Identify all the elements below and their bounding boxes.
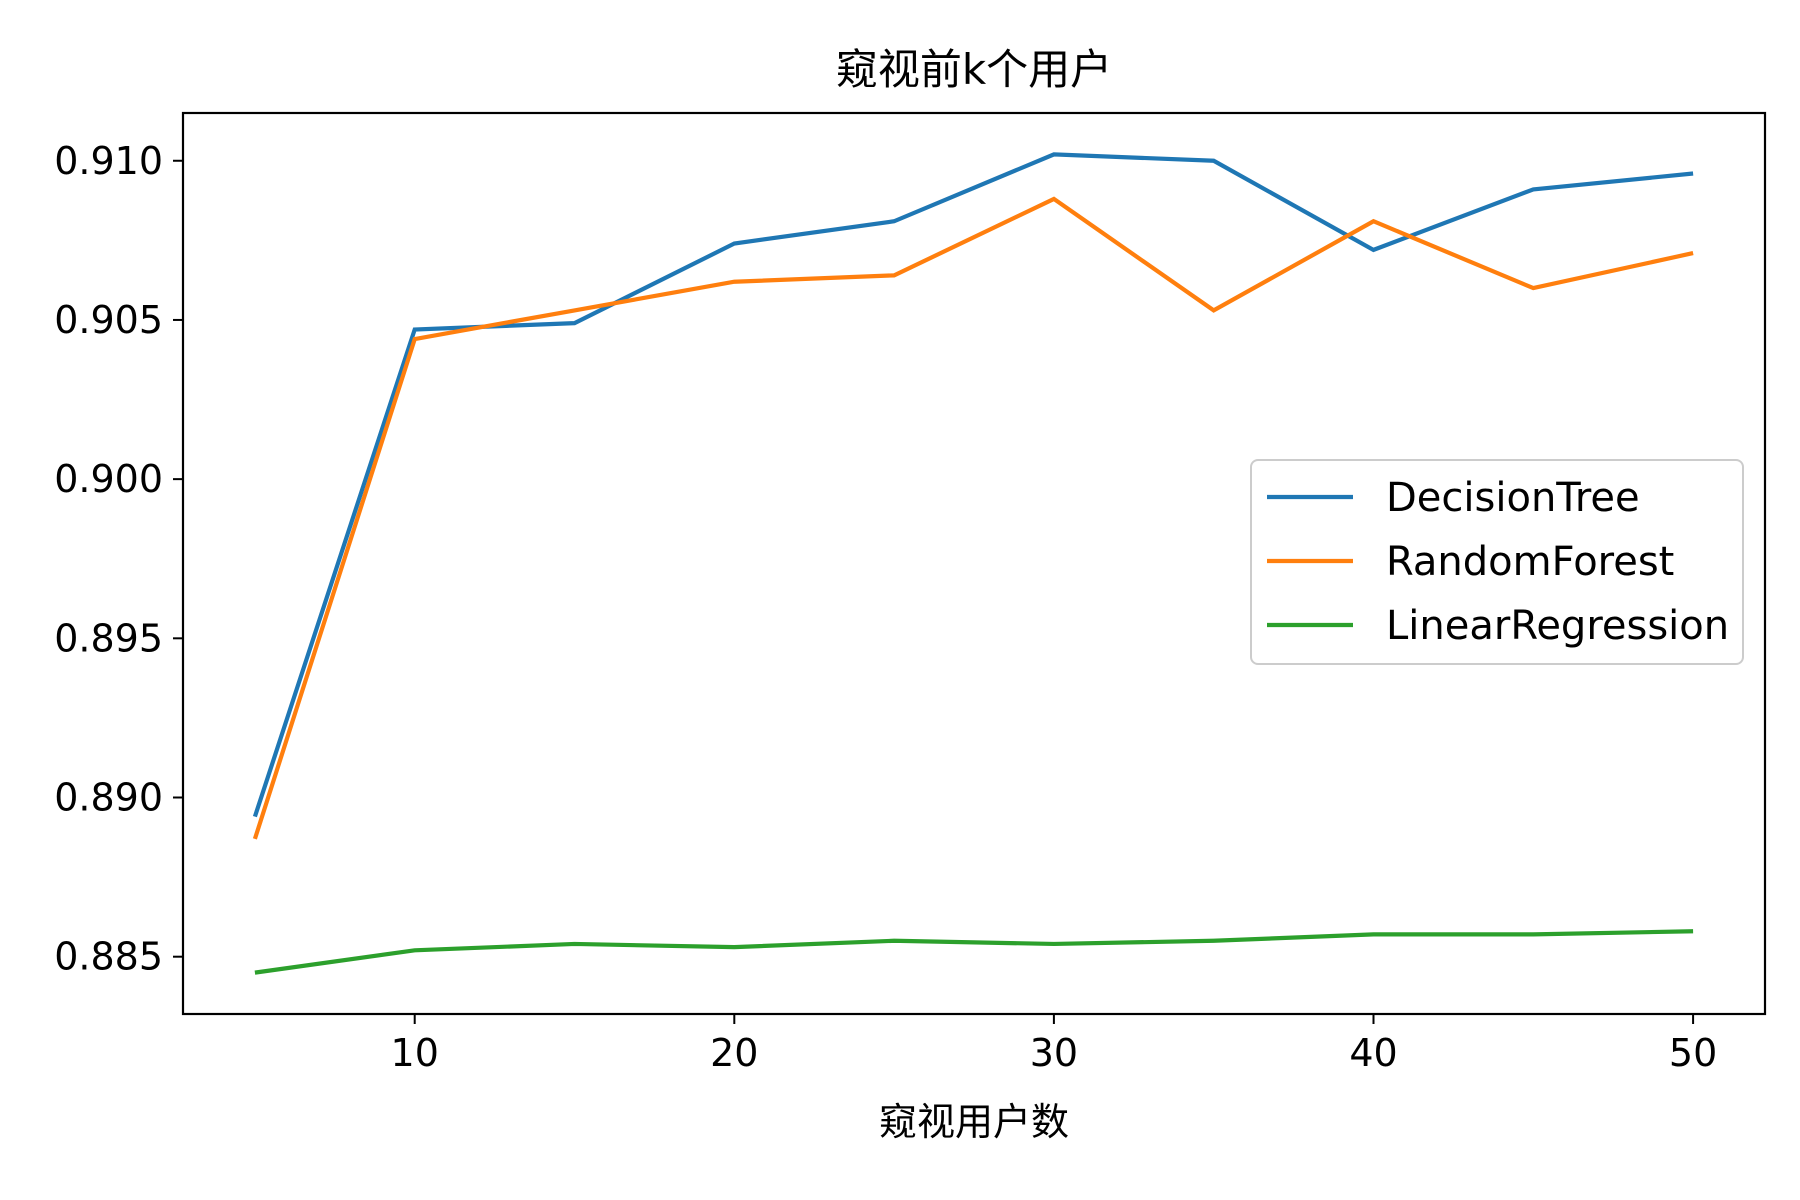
legend: DecisionTree RandomForest LinearRegression bbox=[1250, 459, 1744, 665]
series-line-linearregression bbox=[254, 929, 1694, 975]
plot-area bbox=[181, 111, 1767, 1016]
y-tick-label: 0.895 bbox=[54, 616, 163, 660]
x-tick-label: 50 bbox=[1669, 1031, 1717, 1075]
y-tick-label: 0.910 bbox=[54, 139, 163, 183]
y-axis: 0.885 0.890 0.895 0.900 0.905 0.910 bbox=[54, 139, 183, 979]
chart-title: 窥视前k个用户 bbox=[836, 45, 1112, 94]
x-tick-label: 20 bbox=[710, 1031, 758, 1075]
x-tick-label: 10 bbox=[391, 1031, 439, 1075]
legend-label-randomforest: RandomForest bbox=[1386, 539, 1674, 585]
series-line-randomforest bbox=[252, 196, 1694, 840]
y-tick-label: 0.905 bbox=[54, 298, 163, 342]
legend-label-linearregression: LinearRegression bbox=[1386, 603, 1729, 649]
x-tick-label: 40 bbox=[1349, 1031, 1397, 1075]
y-tick-label: 0.900 bbox=[54, 457, 163, 501]
x-axis: 10 20 30 40 50 bbox=[391, 1014, 1717, 1075]
x-tick-label: 30 bbox=[1030, 1031, 1078, 1075]
legend-box bbox=[1250, 459, 1744, 665]
legend-label-decisiontree: DecisionTree bbox=[1386, 475, 1640, 521]
y-tick-label: 0.885 bbox=[54, 935, 163, 979]
y-tick-label: 0.890 bbox=[54, 776, 163, 820]
x-axis-label: 窥视用户数 bbox=[879, 1100, 1069, 1144]
plot-frame bbox=[181, 111, 1767, 1016]
